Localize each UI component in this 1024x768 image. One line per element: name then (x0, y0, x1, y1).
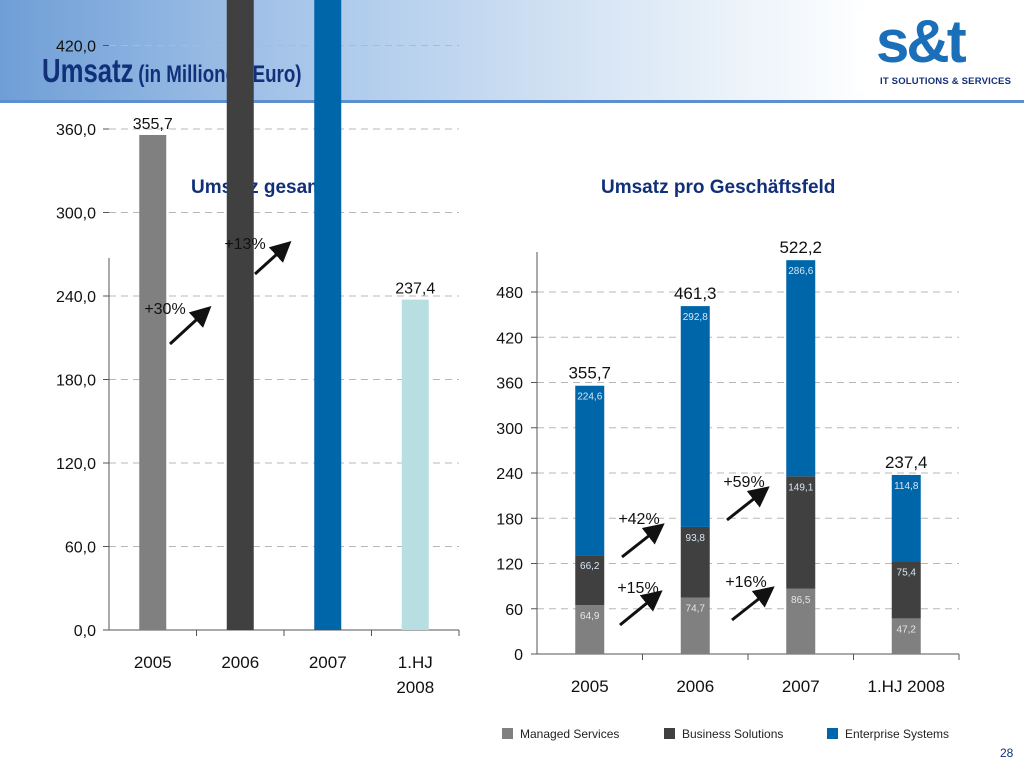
stacked-bar-segment (575, 555, 605, 606)
growth-arrow (168, 305, 212, 346)
bar-total-label: 355,7 (568, 364, 611, 383)
y-tick-label: 120 (496, 557, 523, 574)
y-tick-label: 120,0 (56, 456, 96, 473)
x-tick-label: 2005 (134, 653, 172, 672)
growth-arrow (619, 590, 663, 627)
stacked-bar-segment (575, 605, 605, 654)
growth-label: +13% (224, 236, 265, 253)
x-tick-label: 2006 (676, 677, 714, 696)
growth-label: +59% (723, 474, 764, 491)
growth-label: +16% (725, 574, 766, 591)
legend-item-managed-services: Managed Services (502, 727, 619, 741)
y-tick-label: 240,0 (56, 289, 96, 306)
logo-mark: s&t (876, 8, 967, 75)
stacked-bar-segment (680, 526, 710, 598)
growth-arrow (731, 586, 775, 622)
segment-value-label: 47,2 (897, 624, 917, 635)
x-tick-label-line2: 2008 (396, 678, 434, 697)
x-tick-label: 2007 (782, 677, 820, 696)
x-tick-label: 2007 (309, 653, 347, 672)
legend-swatch (502, 728, 513, 739)
segment-value-label: 292,8 (683, 312, 708, 323)
segment-value-label: 93,8 (686, 533, 706, 544)
y-tick-label: 240 (496, 466, 523, 483)
y-tick-label: 0 (514, 647, 523, 664)
segment-value-label: 74,7 (686, 604, 706, 615)
header-band (0, 0, 1024, 100)
stacked-bar-segment (891, 561, 921, 619)
bar-total-label: 237,4 (885, 453, 928, 472)
right-chart: 0 60 120 180 240 300 360 420 480 64,9 66,2 224,6 355… (496, 238, 960, 696)
bar-value-label: 237,4 (395, 281, 435, 298)
growth-arrow (253, 240, 292, 276)
growth-arrow (726, 486, 770, 522)
stacked-bar-segment (891, 474, 921, 562)
bar (401, 299, 429, 630)
growth-arrow (621, 523, 665, 559)
logo-tagline: IT SOLUTIONS & SERVICES (880, 76, 1012, 87)
bar (314, 0, 342, 630)
stacked-bar-segment (680, 306, 710, 527)
x-tick-label: 2006 (221, 653, 259, 672)
y-tick-label: 360 (496, 376, 523, 393)
legend-item-business-solutions: Business Solutions (664, 727, 783, 741)
y-tick-label: 300 (496, 421, 523, 438)
legend-label: Business Solutions (682, 727, 784, 741)
growth-label: +30% (144, 301, 185, 318)
y-tick-label: 0,0 (74, 623, 96, 640)
segment-value-label: 149,1 (788, 482, 813, 493)
legend-swatch (827, 728, 838, 739)
left-chart: 0,060,0120,0180,0240,0300,0360,0420,0480… (56, 0, 460, 697)
bar-value-label: 355,7 (133, 116, 173, 133)
bar (139, 134, 167, 630)
left-chart-title: Umsatz gesamt (191, 177, 331, 198)
legend-label: Enterprise Systems (845, 727, 950, 741)
segment-value-label: 86,5 (791, 595, 811, 606)
y-tick-label: 480 (496, 285, 523, 302)
slide-title-main: Umsatz (42, 52, 134, 89)
legend-item-enterprise-systems: Enterprise Systems (827, 727, 949, 741)
stacked-bar-segment (786, 260, 816, 477)
stacked-bar-segment (786, 476, 816, 589)
company-logo: s&t IT SOLUTIONS & SERVICES (856, 10, 1014, 90)
growth-label: +15% (617, 580, 658, 597)
stacked-bar-segment (891, 618, 921, 654)
segment-value-label: 286,6 (788, 266, 813, 277)
segment-value-label: 64,9 (580, 611, 600, 622)
stacked-bar-segment (575, 385, 605, 556)
y-tick-label: 420,0 (56, 39, 96, 56)
y-tick-label: 420 (496, 330, 523, 347)
y-tick-label: 180,0 (56, 373, 96, 390)
legend-swatch (664, 728, 675, 739)
x-tick-label: 1.HJ 2008 (868, 677, 946, 696)
y-tick-label: 60,0 (65, 540, 96, 557)
stacked-bar-segment (680, 597, 710, 654)
stacked-bar-segment (786, 588, 816, 654)
bar-total-label: 522,2 (779, 238, 822, 257)
slide-title-sub: (in Millionen Euro) (138, 61, 302, 88)
growth-label: +42% (618, 511, 659, 528)
x-tick-label: 2005 (571, 677, 609, 696)
segment-value-label: 66,2 (580, 561, 600, 572)
bar (226, 0, 254, 630)
header-rule (0, 100, 1024, 103)
y-tick-label: 300,0 (56, 206, 96, 223)
y-tick-label: 360,0 (56, 122, 96, 139)
segment-value-label: 114,8 (894, 481, 919, 492)
segment-value-label: 75,4 (897, 568, 917, 579)
x-tick-label: 1.HJ (398, 653, 433, 672)
page-number: 28 (1000, 746, 1014, 760)
bar-total-label: 461,3 (674, 284, 717, 303)
y-tick-label: 60 (505, 602, 523, 619)
segment-value-label: 224,6 (577, 392, 602, 403)
right-chart-title: Umsatz pro Geschäftsfeld (601, 177, 836, 198)
slide-title: Umsatz (in Millionen Euro) (42, 52, 301, 90)
legend-label: Managed Services (520, 727, 620, 741)
y-tick-label: 180 (496, 511, 523, 528)
